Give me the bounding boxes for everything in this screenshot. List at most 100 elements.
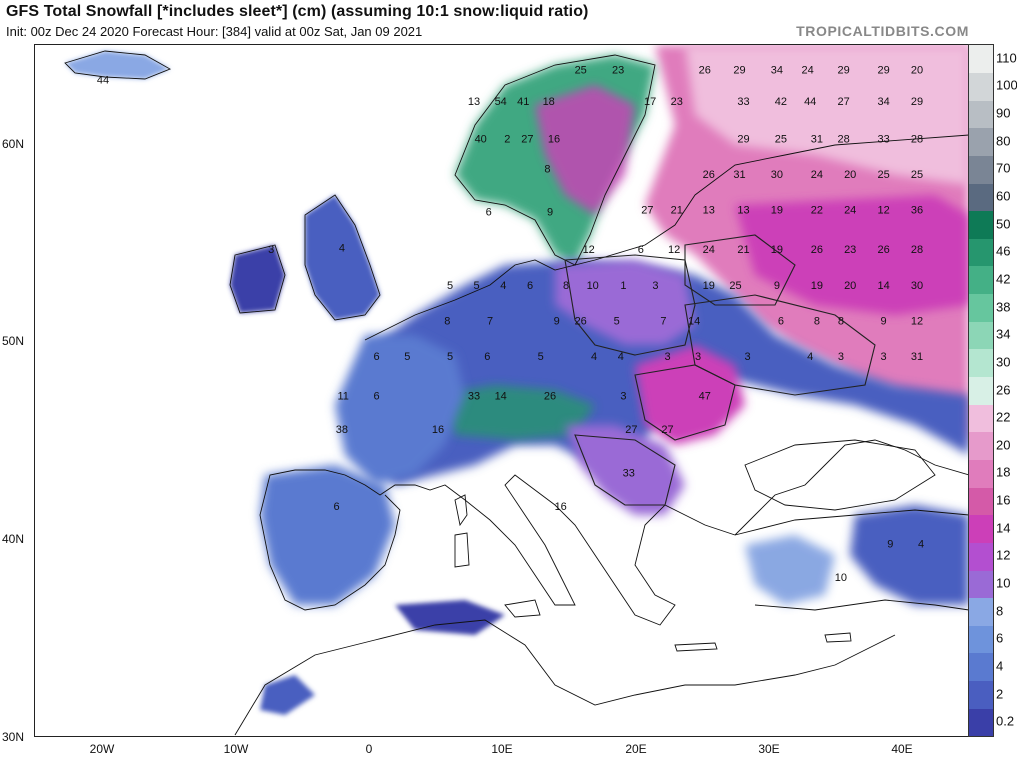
legend-label: 50 (996, 216, 1011, 232)
snowfall-value: 13 (468, 96, 480, 108)
snowfall-value: 21 (737, 244, 749, 256)
snowfall-value: 8 (838, 315, 844, 327)
lat-label-60n: 60N (2, 137, 25, 151)
border-poland (564, 254, 696, 356)
snow-region-russia-north (685, 45, 969, 185)
snowfall-value: 27 (661, 424, 673, 436)
snowfall-value: 7 (660, 315, 666, 327)
coastlines (64, 50, 969, 736)
lon-label-10w: 10W (223, 742, 249, 756)
snowfall-value: 6 (778, 315, 784, 327)
legend-label: 46 (996, 243, 1011, 259)
snowfall-value: 6 (486, 207, 492, 219)
snow-region-iberia (260, 465, 395, 605)
snowfall-value: 38 (336, 424, 348, 436)
coast-continent (259, 134, 969, 626)
coast-anatolia (734, 509, 969, 611)
snowfall-value: 5 (538, 351, 544, 363)
snowfall-value: 6 (374, 351, 380, 363)
legend-swatch (969, 349, 993, 378)
snowfall-value: 47 (699, 390, 711, 402)
snow-region-atlas (395, 600, 505, 635)
legend-label: 90 (996, 105, 1011, 121)
lon-label-20w: 20W (89, 742, 115, 756)
legend-label: 20 (996, 437, 1011, 453)
snowfall-value: 5 (404, 351, 410, 363)
snow-region-scandinavia-2 (535, 85, 635, 215)
legend-label: 16 (996, 492, 1011, 508)
legend-label: 10 (996, 575, 1011, 591)
snowfall-value: 3 (268, 244, 274, 256)
snowfall-value: 19 (811, 280, 823, 292)
legend-label: 110 (996, 50, 1017, 66)
legend-swatch (969, 293, 993, 322)
snowfall-value: 9 (887, 538, 893, 550)
lon-label-10e: 10E (491, 742, 513, 756)
border-balkans (574, 434, 676, 506)
legend-label: 42 (996, 271, 1011, 287)
legend-label: 8 (996, 603, 1004, 619)
legend-label: 100 (996, 77, 1017, 93)
snowfall-value: 14 (877, 280, 889, 292)
snowfall-value: 33 (623, 467, 635, 479)
snowfall-value: 26 (575, 315, 587, 327)
snowfall-value: 29 (837, 65, 849, 77)
snowfall-value: 27 (521, 134, 533, 146)
legend-label: 26 (996, 382, 1011, 397)
snowfall-value: 10 (587, 280, 599, 292)
snowfall-value: 33 (877, 134, 889, 146)
snowfall-value: 18 (543, 96, 555, 108)
coast-north-africa (234, 619, 896, 736)
legend-label: 60 (996, 188, 1011, 204)
snowfall-value: 3 (744, 351, 750, 363)
snowfall-value: 25 (729, 280, 741, 292)
snowfall-value: 5 (474, 280, 480, 292)
snowfall-value: 19 (771, 205, 783, 217)
snow-region-britain (305, 195, 380, 320)
legend-swatch (969, 100, 993, 129)
snowfall-value: 19 (703, 280, 715, 292)
legend-label: 12 (996, 547, 1011, 563)
snowfall-value: 8 (563, 280, 569, 292)
lon-label-30e: 30E (758, 742, 780, 756)
snowfall-value: 6 (527, 280, 533, 292)
snowfall-value: 20 (844, 169, 856, 181)
snow-region-balkans (565, 425, 685, 515)
snowfall-value: 16 (555, 501, 567, 513)
snowfall-value: 33 (737, 96, 749, 108)
snowfall-value: 31 (811, 134, 823, 146)
snowfall-value: 9 (881, 315, 887, 327)
legend-swatch (969, 45, 993, 73)
snowfall-value: 14 (495, 390, 507, 402)
legend-label: 18 (996, 464, 1011, 480)
snowfall-value: 26 (699, 65, 711, 77)
snowfall-value: 31 (911, 351, 923, 363)
snow-region-iceland (65, 51, 170, 79)
snowfall-value: 6 (374, 390, 380, 402)
snowfall-value: 54 (495, 96, 507, 108)
legend-label: 80 (996, 133, 1011, 149)
legend-label: 34 (996, 326, 1011, 342)
snowfall-value: 24 (801, 65, 813, 77)
legend-swatch (969, 542, 993, 571)
legend-swatch (969, 708, 993, 737)
snowfall-value: 8 (544, 163, 550, 175)
snowfall-value: 6 (638, 244, 644, 256)
snowfall-value: 28 (911, 134, 923, 146)
snowfall-value: 25 (911, 169, 923, 181)
snowfall-value: 3 (881, 351, 887, 363)
snowfall-value: 25 (775, 134, 787, 146)
snowfall-value: 40 (475, 134, 487, 146)
snowfall-value: 3 (652, 280, 658, 292)
snowfall-value: 17 (644, 96, 656, 108)
snowfall-value: 20 (844, 280, 856, 292)
snowfall-value: 33 (468, 390, 480, 402)
snowfall-value: 36 (911, 205, 923, 217)
snowfall-value: 23 (671, 96, 683, 108)
legend-swatch (969, 459, 993, 488)
snowfall-value: 29 (911, 96, 923, 108)
snowfall-value: 5 (614, 315, 620, 327)
snowfall-map[interactable]: 44 13 54 41 18 25 23 40 2 27 16 8 6 9 4 3 12 6 12 5 5 4 6 8 10 1 3… (34, 44, 970, 737)
snowfall-value: 8 (814, 315, 820, 327)
snow-region-russia-core (735, 195, 969, 315)
